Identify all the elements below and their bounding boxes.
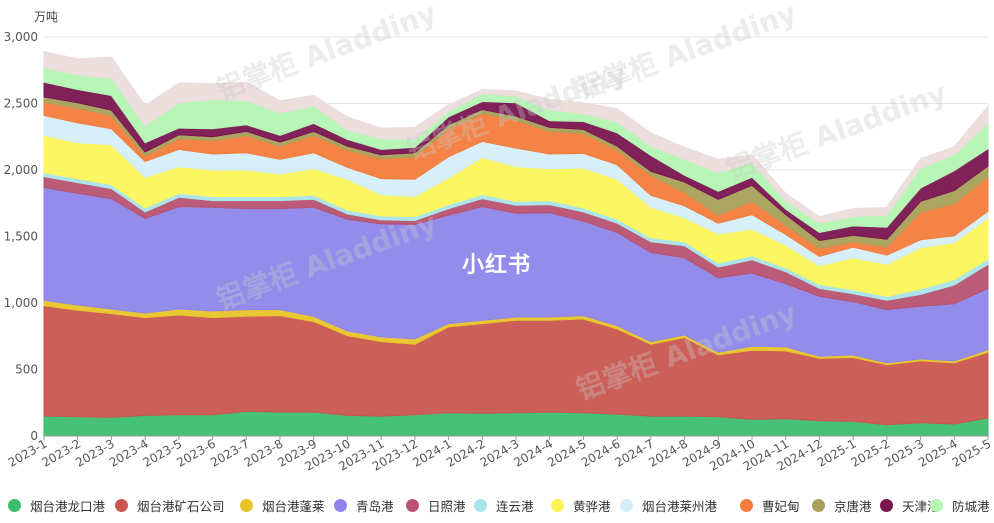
legend-label: 京唐港 [834, 499, 872, 514]
legend-label: 烟台港矿石公司 [137, 499, 225, 514]
legend-label: 青岛港 [356, 499, 394, 514]
y-tick-label: 2,000 [4, 163, 38, 177]
legend-item[interactable]: 日照港 [406, 496, 466, 515]
legend-label: 烟台港龙口港 [30, 499, 106, 514]
y-unit-label: 万吨 [34, 10, 59, 24]
legend-item[interactable]: 烟台港龙口港 [8, 496, 105, 515]
brand-watermark: 小红书 [462, 253, 532, 278]
y-tick-label: 3,000 [4, 30, 38, 44]
x-tick-label: 2025-5 [950, 436, 994, 469]
legend-item[interactable]: 黄骅港 [551, 496, 611, 515]
legend-item[interactable]: 烟台港矿石公司 [115, 496, 225, 515]
legend-label: 连云港 [496, 499, 534, 514]
y-tick-label: 2,500 [4, 97, 38, 111]
legend-label: 黄骅港 [573, 499, 611, 514]
legend-swatch [8, 499, 21, 512]
legend-label: 曹妃甸 [762, 499, 800, 514]
legend-item[interactable]: 京唐港 [812, 496, 872, 515]
area-series-12[interactable] [43, 50, 989, 224]
y-tick-label: 1,500 [4, 230, 38, 244]
legend-label: 烟台港蓬莱 [262, 499, 325, 514]
legend-swatch [240, 499, 253, 512]
legend-item[interactable]: 烟台港莱州港 [620, 496, 717, 515]
series-group [43, 50, 989, 437]
legend-swatch [740, 499, 753, 512]
y-tick-label: 500 [15, 363, 38, 377]
legend-item[interactable]: 连云港 [474, 496, 534, 515]
legend-item[interactable]: 防城港 [930, 496, 990, 515]
legend-swatch [406, 499, 419, 512]
legend-item[interactable]: 烟台港蓬莱 [240, 496, 325, 515]
legend-label: 烟台港莱州港 [642, 499, 718, 514]
legend-swatch [620, 499, 633, 512]
y-tick-label: 0 [30, 429, 38, 443]
y-tick-label: 1,000 [4, 296, 38, 310]
legend-swatch [880, 499, 893, 512]
legend-swatch [115, 499, 128, 512]
legend-item[interactable]: 青岛港 [334, 496, 394, 515]
legend-swatch [930, 499, 943, 512]
legend: 烟台港龙口港 烟台港矿石公司 烟台港蓬莱 青岛港 日照港 连云港 黄骅港 烟台港莱州港 曹妃甸 京… [0, 496, 994, 520]
legend-swatch [812, 499, 825, 512]
legend-item[interactable]: 曹妃甸 [740, 496, 800, 515]
legend-swatch [334, 499, 347, 512]
legend-label: 日照港 [428, 499, 466, 514]
legend-label: 防城港 [952, 499, 990, 514]
legend-swatch [474, 499, 487, 512]
legend-swatch [551, 499, 564, 512]
